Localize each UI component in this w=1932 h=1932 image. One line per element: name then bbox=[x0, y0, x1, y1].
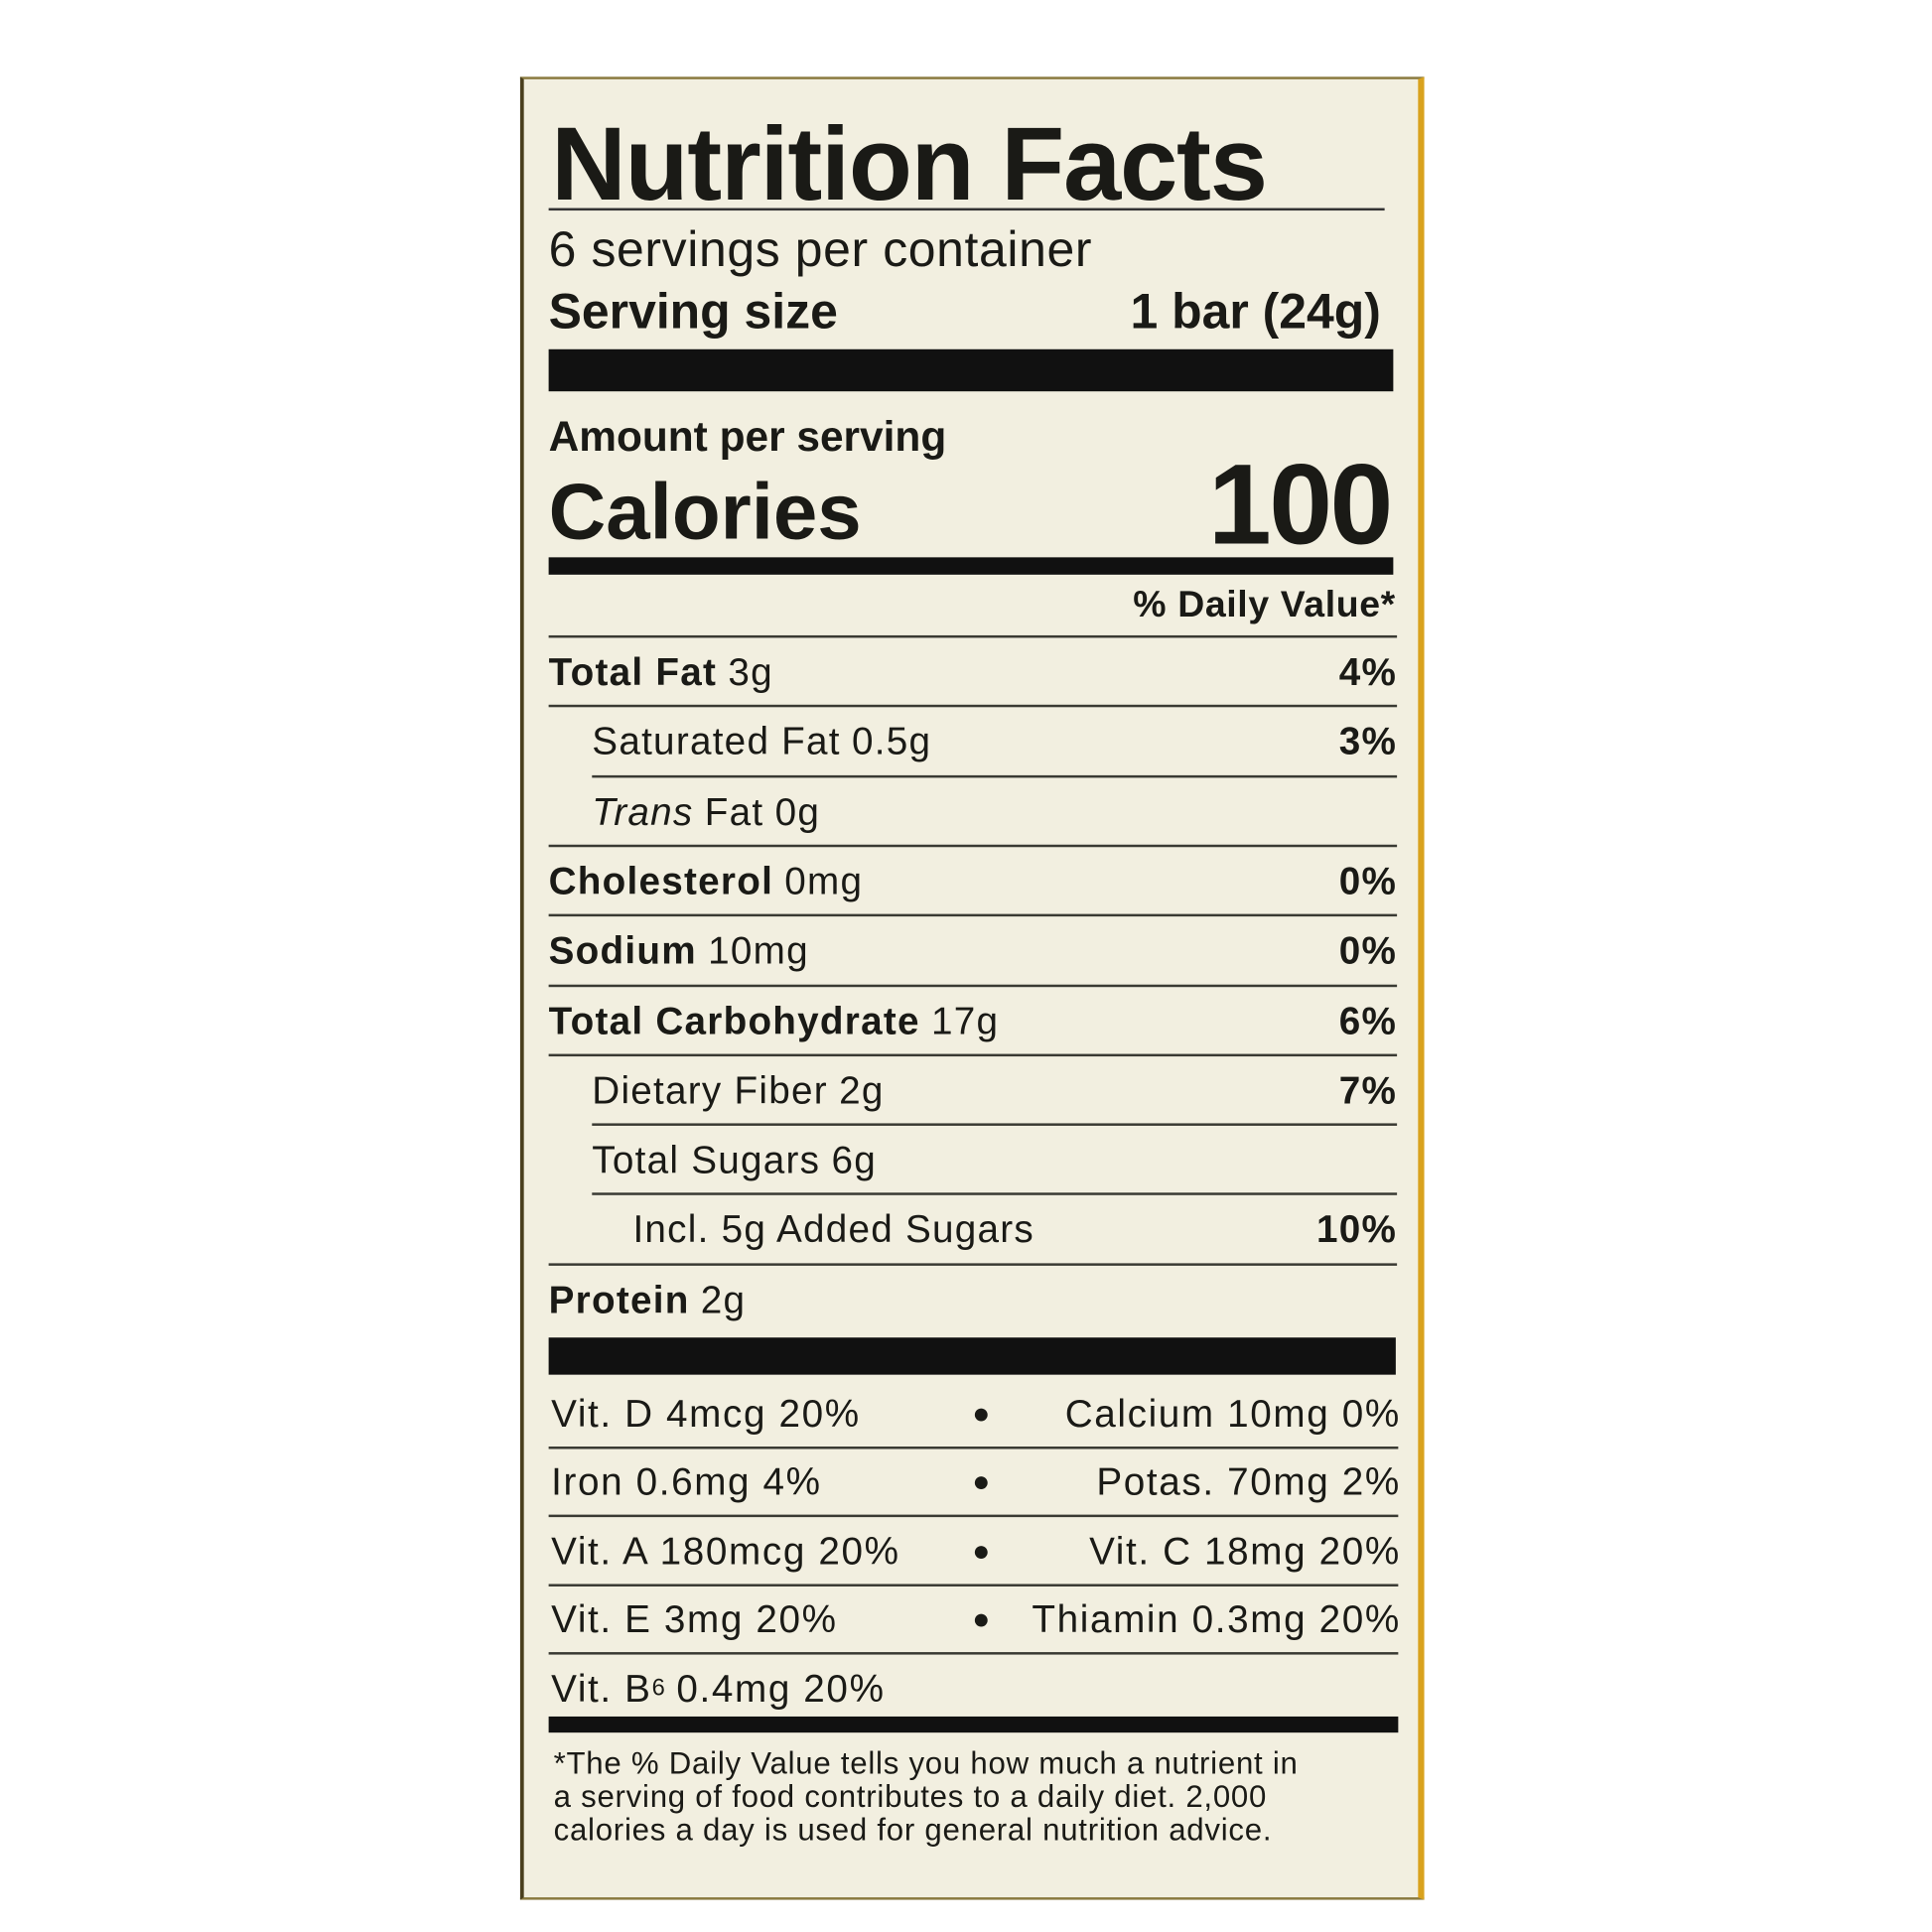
nutrient-name: Incl. 5g Added Sugars bbox=[632, 1207, 1035, 1252]
thick-bar bbox=[548, 348, 1394, 392]
nutrient-row: Total Sugars 6g bbox=[549, 1126, 1397, 1195]
nutrient-amount: 0mg bbox=[784, 859, 864, 903]
nutrient-name: Total Sugars bbox=[592, 1138, 821, 1182]
nutrient-name: Cholesterol bbox=[548, 859, 774, 903]
nutrient-dv: 7% bbox=[1338, 1068, 1398, 1112]
nutrient-name: Sodium bbox=[548, 928, 697, 973]
nutrient-dv: 0% bbox=[1338, 928, 1398, 973]
vitamin-row: Vit. D 4mcg 20% ● Calcium 10mg 0% bbox=[551, 1380, 1401, 1449]
dv-header: % Daily Value* bbox=[1133, 584, 1396, 625]
vitamin-left: Iron 0.6mg 4% bbox=[551, 1459, 822, 1504]
bullet: ● bbox=[972, 1464, 992, 1499]
amount-label: Amount per serving bbox=[548, 413, 947, 462]
row-rule bbox=[548, 1446, 1399, 1449]
rule bbox=[548, 207, 1385, 210]
nutrient-amount: 10mg bbox=[708, 928, 809, 973]
serving-size-value: 1 bar (24g) bbox=[1130, 284, 1381, 340]
medium-bar bbox=[548, 557, 1394, 575]
footnote-line: *The % Daily Value tells you how much a … bbox=[553, 1745, 1299, 1781]
vitamin-left-rest: 0.4mg 20% bbox=[676, 1666, 886, 1711]
nutrient-name: Fat bbox=[704, 789, 764, 834]
vitamin-right: Calcium 10mg 0% bbox=[1064, 1391, 1401, 1436]
vitamin-left: Vit. E 3mg 20% bbox=[551, 1597, 838, 1641]
nutrient-name: Dietary Fiber bbox=[592, 1068, 828, 1112]
title: Nutrition Facts bbox=[551, 105, 1268, 222]
nutrient-row: Trans Fat 0g bbox=[549, 777, 1397, 847]
nutrient-amount: 0.5g bbox=[852, 720, 932, 763]
nutrient-amount: 2g bbox=[839, 1068, 885, 1112]
nutrient-row: Sodium 10mg 0% bbox=[549, 916, 1397, 986]
footnote-line: a serving of food contributes to a daily… bbox=[553, 1779, 1268, 1815]
row-rule bbox=[592, 1123, 1398, 1127]
row-rule bbox=[548, 1583, 1399, 1587]
nutrient-amount: 0g bbox=[774, 789, 821, 834]
nutrient-row: Protein 2g bbox=[549, 1265, 1397, 1334]
calories-value: 100 bbox=[1207, 442, 1393, 569]
medium-bar bbox=[548, 1716, 1399, 1733]
row-rule bbox=[548, 984, 1398, 987]
nutrient-name: Saturated Fat bbox=[592, 720, 841, 763]
servings: 6 servings per container bbox=[548, 222, 1093, 278]
nutrient-amount: 2g bbox=[700, 1277, 747, 1321]
nutrient-row: Saturated Fat 0.5g 3% bbox=[549, 708, 1397, 777]
row-rule bbox=[548, 1652, 1399, 1655]
vitamin-left: Vit. B bbox=[551, 1666, 652, 1711]
vitamin-left: Vit. D 4mcg 20% bbox=[551, 1391, 861, 1436]
vitamin-sub: 6 bbox=[651, 1675, 667, 1702]
vitamin-row: Iron 0.6mg 4% ● Potas. 70mg 2% bbox=[551, 1449, 1401, 1517]
row-rule bbox=[592, 1192, 1398, 1196]
nutrient-row: Dietary Fiber 2g 7% bbox=[549, 1056, 1397, 1126]
nutrition-label: Nutrition Facts 6 servings per container… bbox=[519, 76, 1425, 1900]
footnote-line: calories a day is used for general nutri… bbox=[553, 1813, 1273, 1849]
row-rule bbox=[548, 1262, 1398, 1266]
calories-label: Calories bbox=[548, 467, 862, 557]
nutrient-row: Cholesterol 0mg 0% bbox=[549, 847, 1397, 916]
thick-bar bbox=[548, 1337, 1396, 1375]
bullet: ● bbox=[972, 1602, 992, 1636]
nutrient-name: Protein bbox=[548, 1277, 690, 1321]
nutrient-row: Incl. 5g Added Sugars 10% bbox=[549, 1195, 1397, 1265]
row-rule bbox=[548, 913, 1398, 917]
bullet: ● bbox=[972, 1533, 992, 1568]
row-rule bbox=[548, 844, 1398, 848]
row-rule bbox=[548, 705, 1398, 708]
vitamin-row: Vit. E 3mg 20% ● Thiamin 0.3mg 20% bbox=[551, 1586, 1401, 1654]
nutrient-dv: 10% bbox=[1315, 1207, 1398, 1252]
nutrient-row: Total Carbohydrate 17g 6% bbox=[549, 987, 1397, 1056]
nutrient-dv: 4% bbox=[1338, 649, 1398, 694]
nutrient-amount: 3g bbox=[728, 649, 773, 694]
vitamin-row: Vit. A 180mcg 20% ● Vit. C 18mg 20% bbox=[551, 1517, 1401, 1586]
row-rule bbox=[592, 774, 1398, 777]
nutrient-row: Total Fat 3g 4% bbox=[549, 637, 1397, 707]
bullet: ● bbox=[972, 1396, 992, 1431]
vitamin-right: Vit. C 18mg 20% bbox=[1089, 1528, 1401, 1573]
nutrient-name: Total Fat bbox=[548, 649, 718, 694]
nutrient-name: Total Carbohydrate bbox=[548, 999, 920, 1042]
vitamin-row: Vit. B 6 0.4mg 20% bbox=[551, 1655, 1401, 1724]
nutrient-dv: 0% bbox=[1338, 859, 1398, 903]
nutrient-dv: 6% bbox=[1338, 999, 1398, 1042]
vitamin-right: Potas. 70mg 2% bbox=[1096, 1459, 1401, 1504]
serving-size-label: Serving size bbox=[548, 284, 838, 340]
row-rule bbox=[548, 1514, 1399, 1518]
nutrient-amount: 6g bbox=[831, 1138, 877, 1182]
nutrient-amount: 17g bbox=[930, 999, 1000, 1042]
nutrient-dv: 3% bbox=[1338, 720, 1398, 763]
vitamin-right: Thiamin 0.3mg 20% bbox=[1032, 1597, 1401, 1641]
row-rule bbox=[548, 1053, 1398, 1056]
nutrient-name-italic: Trans bbox=[592, 789, 694, 834]
row-rule bbox=[548, 634, 1398, 638]
vitamin-left: Vit. A 180mcg 20% bbox=[551, 1528, 900, 1573]
